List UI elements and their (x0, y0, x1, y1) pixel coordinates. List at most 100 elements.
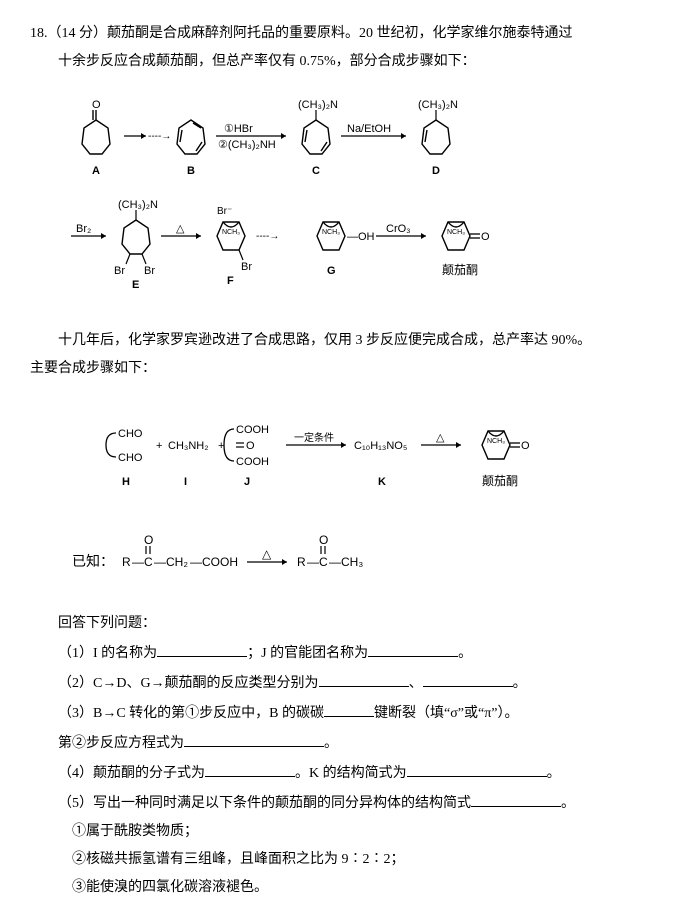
label-g: G (327, 265, 336, 277)
reaction-scheme-1: O A ----→ B ①HBr ②(CH₃)₂N (30, 91, 662, 312)
header-text-2: 十余步反应合成颠茄酮，但总产率仅有 0.75%，部分合成步骤如下： (58, 54, 476, 69)
atom-br-e2: Br (114, 265, 125, 277)
arrow-delta2: △ (436, 432, 445, 444)
kd5: — (329, 555, 341, 569)
sub-q5: （5）写出一种同时满足以下条件的颠茄酮的同分异构体的结构简式 。 (30, 790, 662, 818)
answer-header: 回答下列问题： (30, 610, 662, 638)
arrow-cond: 一定条件 (294, 431, 334, 444)
blank-q2-1 (319, 673, 409, 687)
known-svg: 已知： R — C O — CH₂ — COOH △ R — C O — CH₃ (72, 534, 432, 584)
header-text-1: （14 分）颠茄酮是合成麻醉剂阿托品的重要原料。20 世纪初，化学家维尔施泰特通… (48, 26, 573, 41)
label-f: F (227, 275, 234, 287)
label-e: E (132, 279, 139, 291)
arrow-br2: Br₂ (76, 223, 91, 235)
kd2: — (154, 555, 166, 569)
q2b: 、 (409, 676, 423, 691)
para2a-text: 十几年后，化学家罗宾逊改进了合成思路，仅用 3 步反应便完成合成，总产率达 90… (58, 333, 591, 348)
label-d: D (432, 165, 440, 177)
sub-nme2-e: (CH₃)₂N (118, 199, 158, 211)
label-k: K (378, 476, 386, 488)
q2c: 。 (513, 676, 527, 691)
blank-q2-2 (423, 673, 513, 687)
header-line-2: 十余步反应合成颠茄酮，但总产率仅有 0.75%，部分合成步骤如下： (30, 48, 662, 76)
plus-1: + (156, 440, 162, 452)
atom-br-e1: Br (144, 265, 155, 277)
q5c1: ①属于酰胺类物质； (72, 824, 198, 839)
label-h: H (122, 476, 130, 488)
q5a: （5）写出一种同时满足以下条件的颠茄酮的同分异构体的结构简式 (58, 796, 471, 811)
kch2: CH₂ (166, 555, 188, 569)
sub-q2: （2）C→D、G→颠茄酮的反应类型分别为 、 。 (30, 670, 662, 698)
scheme1-svg: O A ----→ B ①HBr ②(CH₃)₂N (66, 96, 626, 296)
intermediate: C₁₀H₁₃NO₅ (354, 440, 407, 452)
q1a: （1）I 的名称为 (58, 646, 157, 661)
q3c: 第②步反应方程式为 (58, 736, 184, 751)
ch3nh2: CH₃NH₂ (168, 440, 209, 452)
blank-q3-1 (324, 703, 374, 717)
atom-o: O (92, 99, 101, 111)
arrow-cro3: CrO₃ (386, 223, 411, 235)
blank-q4-1 (205, 763, 295, 777)
o-j: O (246, 440, 255, 452)
sub-nme2-c: (CH₃)₂N (298, 99, 338, 111)
label-i: I (184, 476, 187, 488)
sub-q1: （1）I 的名称为 ；J 的官能团名称为 。 (30, 640, 662, 668)
ko1: O (144, 534, 153, 547)
sub-nch3-g: NCH₃ (322, 229, 340, 236)
sub-nch3-f: NCH₃ (222, 229, 240, 236)
q4a: （4）颠茄酮的分子式为 (58, 766, 205, 781)
known-equation: 已知： R — C O — CH₂ — COOH △ R — C O — CH₃ (30, 534, 662, 595)
q3d: 。 (324, 736, 338, 751)
arrow-hbr: ①HBr (224, 123, 253, 135)
scheme2-svg: CHO CHO H + CH₃NH₂ I + COOH O COOH J (86, 403, 606, 503)
ko2: O (319, 534, 328, 547)
karrow: △ (262, 547, 272, 561)
kd3: — (190, 555, 202, 569)
q3b: 键断裂（填“σ”或“π”）。 (374, 706, 518, 721)
kr1: R (122, 555, 131, 569)
product-label2: 颠茄酮 (482, 473, 518, 488)
kd4: — (307, 555, 319, 569)
atom-br-f: Br (241, 261, 252, 273)
sub-q5c3: ③能使溴的四氯化碳溶液褪色。 (30, 874, 662, 902)
q1b: ；J 的官能团名称为 (247, 646, 368, 661)
sub-oh: —OH (347, 231, 375, 243)
sub-nch3-prod2: NCH₃ (487, 438, 505, 445)
paragraph-2a: 十几年后，化学家罗宾逊改进了合成思路，仅用 3 步反应便完成合成，总产率达 90… (30, 327, 662, 355)
blank-q5 (471, 793, 561, 807)
atom-o-prod: O (481, 231, 490, 243)
kc1: C (144, 555, 153, 569)
product-label: 颠茄酮 (442, 262, 478, 277)
sub-nch3-prod: NCH₃ (447, 229, 465, 236)
q5b: 。 (561, 796, 575, 811)
cho-2: CHO (118, 452, 143, 464)
label-b: B (187, 165, 195, 177)
cooh-1: COOH (236, 424, 269, 436)
blank-q1-1 (157, 643, 247, 657)
q4c: 。 (547, 766, 561, 781)
q5c2: ②核磁共振氢谱有三组峰，且峰面积之比为 9∶2∶2； (72, 852, 405, 867)
sub-q3c: 第②步反应方程式为 。 (30, 730, 662, 758)
q5c3: ③能使溴的四氯化碳溶液褪色。 (72, 880, 268, 895)
q4b: 。K 的结构简式为 (295, 766, 407, 781)
dash-arrow2: ----→ (256, 231, 279, 242)
kr2: R (297, 555, 306, 569)
paragraph-2b: 主要合成步骤如下： (30, 355, 662, 383)
sub-brminus: Br⁻ (217, 206, 232, 217)
kc2: C (319, 555, 328, 569)
blank-q3-2 (184, 733, 324, 747)
atom-o-prod2: O (521, 440, 530, 452)
label-c: C (312, 165, 320, 177)
sub-q5c1: ①属于酰胺类物质； (30, 818, 662, 846)
label-j: J (244, 476, 250, 488)
q3a: （3）B→C 转化的第①步反应中，B 的碳碳 (58, 706, 324, 721)
reaction-scheme-2: CHO CHO H + CH₃NH₂ I + COOH O COOH J (30, 398, 662, 519)
answer-header-text: 回答下列问题： (58, 616, 156, 631)
kd1: — (132, 555, 144, 569)
question-header: 18.（14 分）颠茄酮是合成麻醉剂阿托品的重要原料。20 世纪初，化学家维尔施… (30, 20, 662, 48)
blank-q1-2 (368, 643, 458, 657)
q2a: （2）C→D、G→颠茄酮的反应类型分别为 (58, 676, 319, 691)
q1c: 。 (458, 646, 472, 661)
kcooh: COOH (202, 555, 238, 569)
cho-1: CHO (118, 428, 143, 440)
